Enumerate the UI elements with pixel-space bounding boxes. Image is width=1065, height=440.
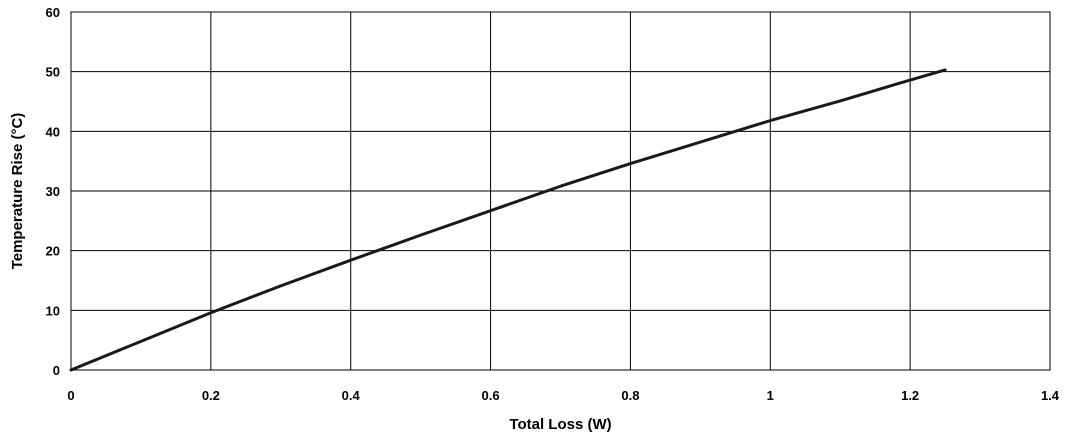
x-tick-label: 0.2 (202, 388, 220, 403)
x-tick-label: 0.4 (342, 388, 361, 403)
y-tick-labels: 0 10 20 30 40 50 60 (46, 5, 60, 378)
x-tick-label: 0.6 (482, 388, 500, 403)
y-tick-label: 50 (46, 65, 60, 80)
y-tick-label: 0 (53, 363, 60, 378)
x-tick-label: 0 (67, 388, 74, 403)
series-layer (69, 68, 947, 372)
y-axis-title: Temperature Rise (°C) (9, 113, 26, 270)
y-tick-label: 30 (46, 184, 60, 199)
y-tick-label: 60 (46, 5, 60, 20)
y-tick-label: 10 (46, 303, 60, 318)
x-tick-label: 1 (767, 388, 774, 403)
series-line (69, 68, 947, 372)
y-tick-label: 20 (46, 244, 60, 259)
grid (70, 11, 1051, 371)
x-tick-labels: 0 0.2 0.4 0.6 0.8 1 1.2 1.4 (67, 388, 1059, 403)
x-axis-title: Total Loss (W) (509, 416, 611, 433)
y-tick-label: 40 (46, 124, 60, 139)
x-tick-label: 1.4 (1041, 388, 1060, 403)
plot-area-border (70, 11, 1051, 371)
x-tick-label: 1.2 (901, 388, 919, 403)
x-tick-label: 0.8 (621, 388, 639, 403)
